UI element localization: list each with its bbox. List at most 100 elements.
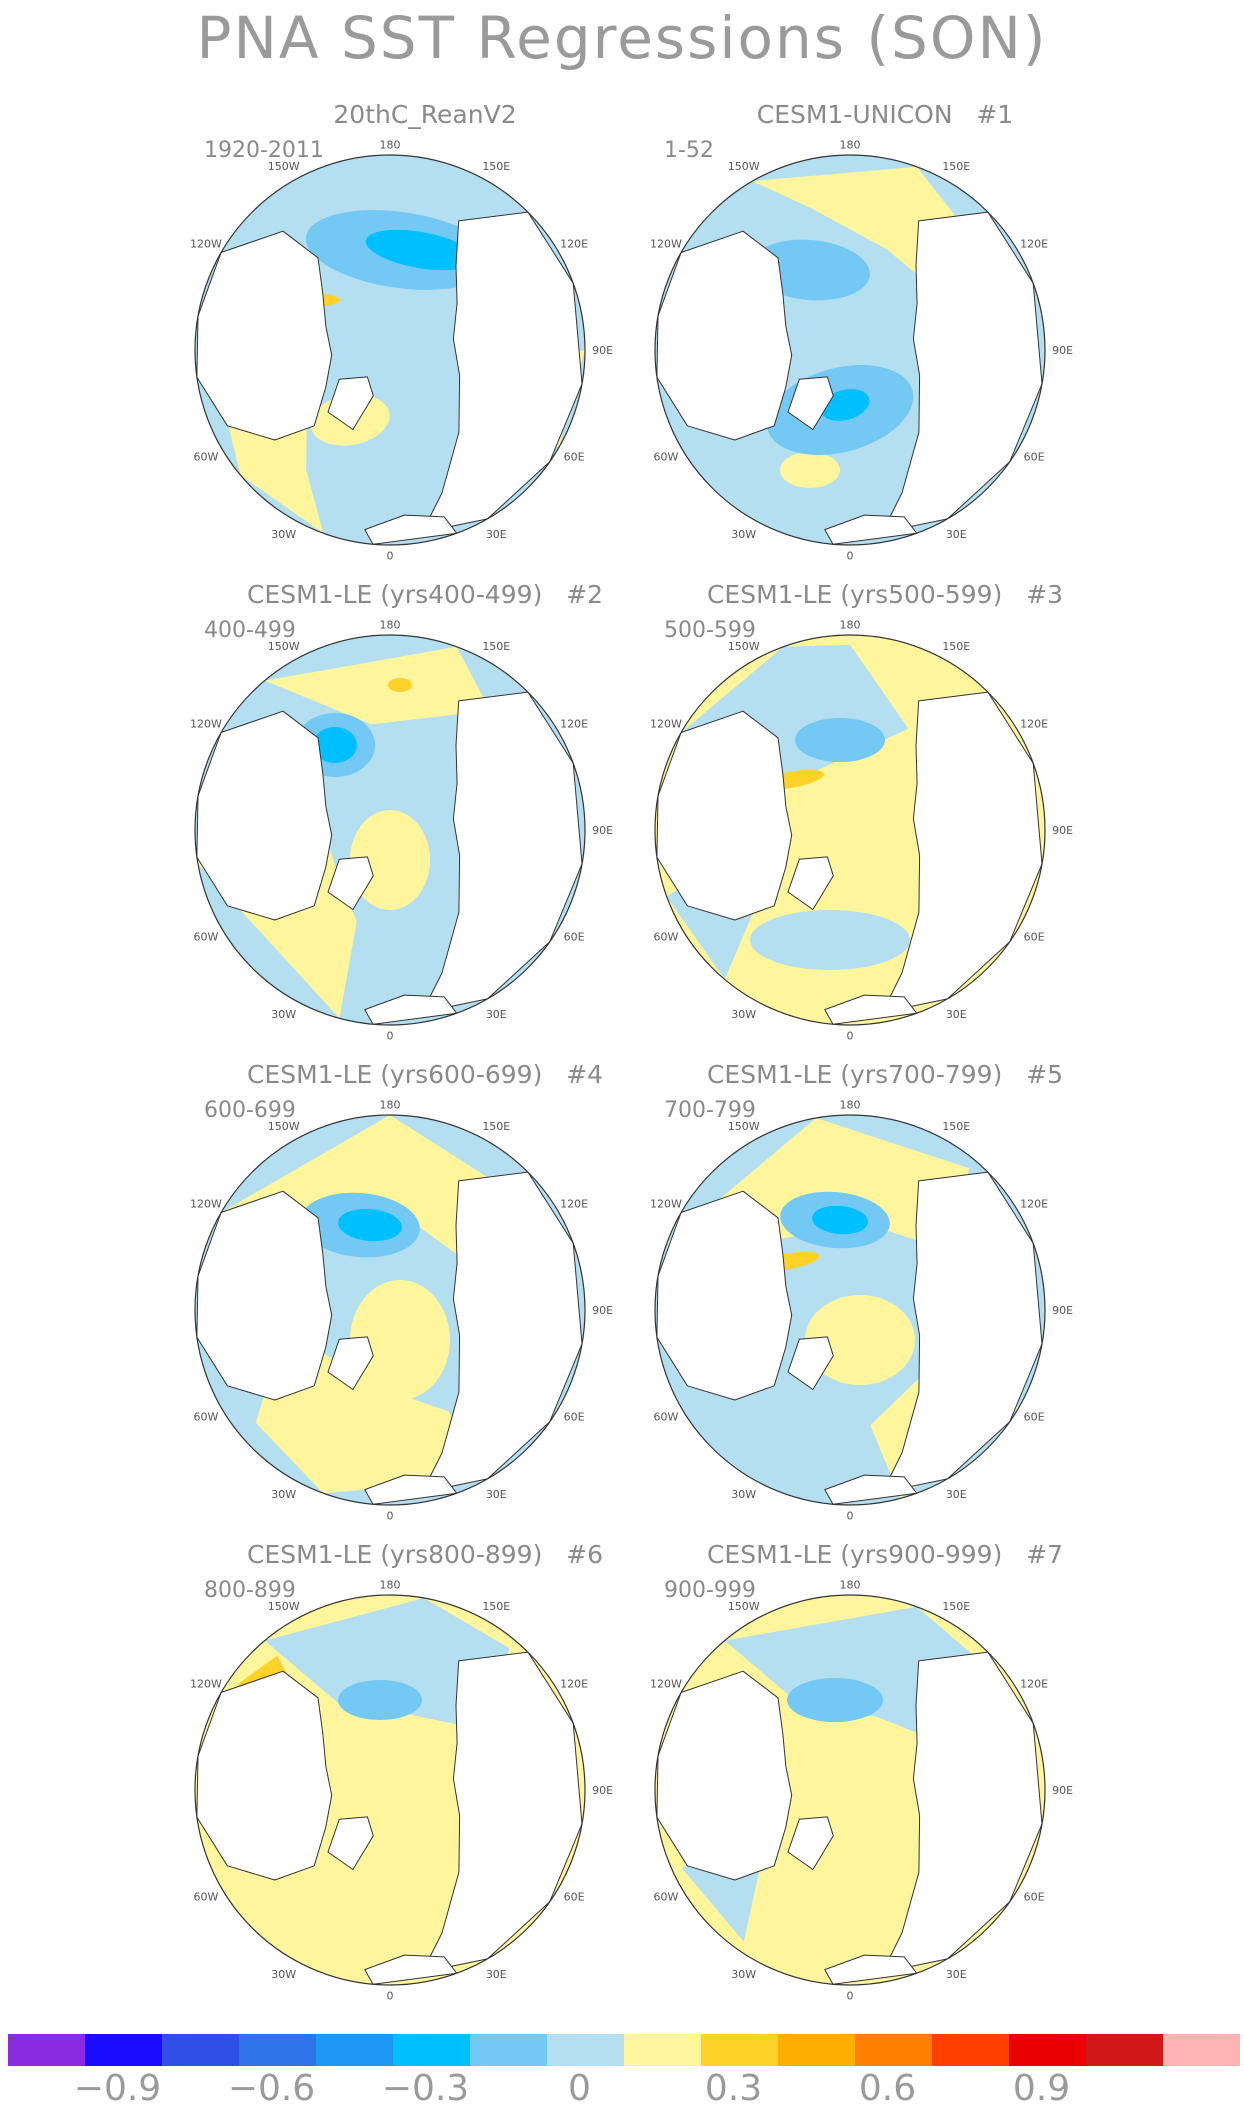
longitude-label: 60E (1024, 1890, 1045, 1903)
longitude-label: 60W (653, 1890, 678, 1903)
longitude-label: 30W (731, 1008, 756, 1021)
longitude-label: 60E (1024, 1410, 1045, 1423)
sst-field (195, 155, 585, 545)
sst-contour-region (264, 646, 491, 725)
longitude-label: 120W (650, 1678, 682, 1691)
land-mass (824, 1474, 918, 1505)
land-mass (196, 1670, 333, 1881)
colorbar-tick-label: 0.3 (704, 2068, 763, 2109)
colorbar-swatch (393, 2034, 470, 2066)
map-boundary (194, 1114, 586, 1506)
land-mass (824, 1954, 918, 1985)
sst-field (655, 155, 1045, 545)
colorbar-swatch (932, 2034, 1009, 2066)
polar-map: 180150E120E90E60E30E030W60W90W120W150W (190, 1578, 613, 2002)
land-mass (656, 1190, 793, 1401)
longitude-label: 150E (482, 160, 510, 173)
sst-contour-region (350, 810, 430, 910)
panel-title-text: CESM1-LE (yrs600-699) (246, 1060, 543, 1089)
panel-title-text: CESM1-LE (yrs500-599) (706, 580, 1003, 609)
sst-contour-region (780, 452, 840, 488)
longitude-label: 60E (564, 1890, 585, 1903)
longitude-label: 180 (380, 138, 401, 151)
land-mass (364, 994, 458, 1025)
panel-years: 700-799 (664, 1098, 756, 1123)
longitude-label: 60E (1024, 930, 1045, 943)
panel-number: #2 (566, 580, 604, 609)
map-panel: CESM1-LE (yrs800-899) #6 800-899 180 150E 12… (190, 1540, 660, 2030)
sst-contour-region (388, 678, 412, 692)
land-mass (881, 1651, 1043, 1973)
land-mass (824, 514, 918, 545)
map-boundary (194, 1594, 586, 1986)
colorbar-swatch (316, 2034, 393, 2066)
longitude-label: 30W (731, 528, 756, 541)
polar-map: 180150E120E90E60E30E030W60W90W120W150W (190, 618, 613, 1042)
land-mass (327, 1336, 374, 1390)
panel-title: CESM1-LE (yrs400-499) #2 (190, 580, 660, 609)
sst-contour-region (338, 1208, 402, 1242)
panel-title-text: 20thC_ReanV2 (333, 100, 517, 129)
colorbar (8, 2034, 1240, 2066)
panel-years: 400-499 (204, 618, 296, 643)
longitude-label: 120E (1020, 1198, 1048, 1211)
land-mass (656, 1670, 793, 1881)
land-mass (421, 1651, 583, 1973)
panel-title-text: CESM1-LE (yrs800-899) (246, 1540, 543, 1569)
longitude-label: 180 (840, 138, 861, 151)
sst-contour-region (365, 229, 475, 271)
longitude-label: 90E (592, 1304, 613, 1317)
sst-contour-region (313, 727, 357, 763)
panel-years: 800-899 (204, 1578, 296, 1603)
longitude-label: 60W (653, 1410, 678, 1423)
land-mass (787, 376, 834, 430)
longitude-label: 30E (486, 1968, 507, 1981)
map-panel: CESM1-LE (yrs600-699) #4 600-699 180 150E 12… (190, 1060, 660, 1550)
panel-title: CESM1-LE (yrs700-799) #5 (650, 1060, 1120, 1089)
longitude-label: 120E (1020, 718, 1048, 731)
longitude-label: 30E (486, 1488, 507, 1501)
longitude-label: 90E (1052, 1784, 1073, 1797)
polar-map: 180150E120E90E60E30E030W60W90W120W150W (650, 1578, 1073, 2002)
colorbar-tick-label: −0.6 (227, 2068, 316, 2109)
colorbar-tick-label: −0.3 (381, 2068, 470, 2109)
colorbar-labels: −0.9 −0.6 −0.3 0 0.3 0.6 0.9 (8, 2068, 1240, 2112)
longitude-label: 90E (592, 824, 613, 837)
longitude-label: 180 (840, 1578, 861, 1591)
map-boundary (194, 634, 586, 1026)
figure-title: PNA SST Regressions (SON) (196, 4, 1048, 72)
colorbar-swatch (1009, 2034, 1086, 2066)
map-panel: CESM1-LE (yrs500-599) #3 500-599 180 150E 12… (650, 580, 1120, 1070)
colorbar-tick-label: 0.9 (1012, 2068, 1071, 2109)
colorbar-tick-label: 0.6 (858, 2068, 917, 2109)
map-panel: CESM1-LE (yrs700-799) #5 700-799 180 150E 12… (650, 1060, 1120, 1550)
longitude-label: 120W (650, 1198, 682, 1211)
longitude-label: 0 (387, 1510, 394, 1523)
polar-map: 180150E120E90E60E30E030W60W90W120W150W (190, 1098, 613, 1523)
map-boundary (654, 1594, 1046, 1986)
longitude-label: 90E (1052, 824, 1073, 837)
longitude-label: 90E (592, 344, 613, 357)
longitude-label: 180 (380, 618, 401, 631)
longitude-label: 150W (728, 1600, 760, 1613)
longitude-label: 30W (271, 528, 296, 541)
panel-number: #7 (1026, 1540, 1064, 1569)
map-panel: CESM1-LE (yrs400-499) #2 400-499 180 150E 12… (190, 580, 660, 1070)
colorbar-swatch (1163, 2034, 1240, 2066)
longitude-label: 120E (560, 718, 588, 731)
land-mass (881, 1171, 1043, 1493)
land-mass (787, 856, 834, 910)
land-mass (421, 211, 583, 533)
panel-title: CESM1-UNICON #1 (650, 100, 1120, 129)
sst-field (655, 1115, 1045, 1505)
colorbar-tick-label: −0.9 (73, 2068, 162, 2109)
sst-field (195, 1595, 585, 1985)
land-mass (421, 691, 583, 1013)
longitude-label: 120W (190, 1198, 222, 1211)
land-mass (824, 994, 918, 1025)
sst-field (195, 635, 585, 1025)
panel-number: #3 (1026, 580, 1064, 609)
colorbar-swatch (1086, 2034, 1163, 2066)
map-boundary (194, 154, 586, 546)
panel-title: CESM1-LE (yrs600-699) #4 (190, 1060, 660, 1089)
